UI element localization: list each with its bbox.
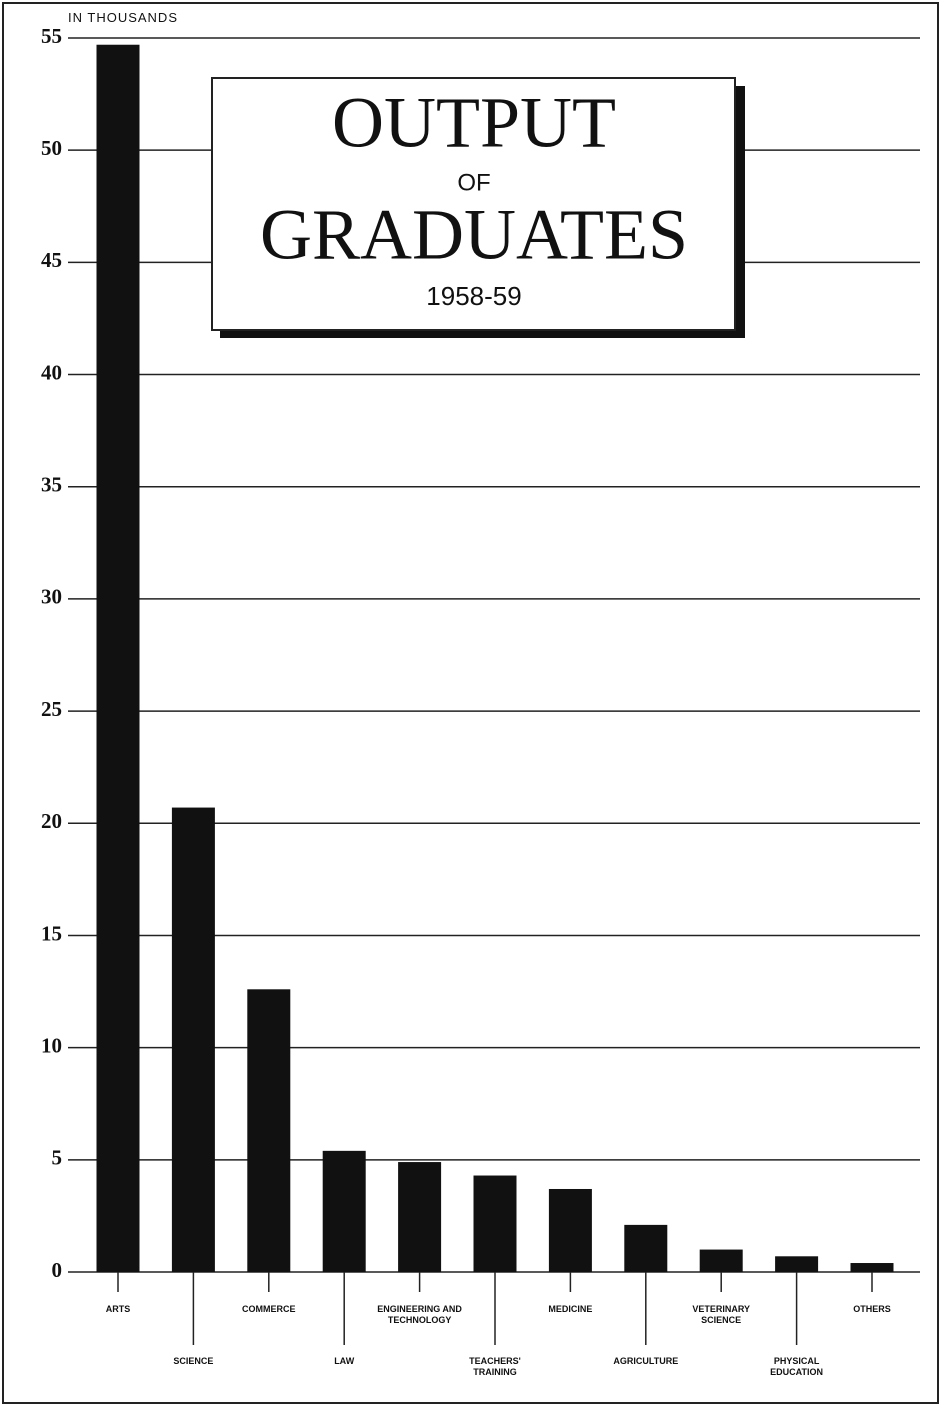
chart-title: OF xyxy=(457,169,490,196)
y-tick-label: 50 xyxy=(41,136,62,160)
y-tick-label: 10 xyxy=(41,1033,62,1057)
y-tick-label: 15 xyxy=(41,921,62,945)
y-tick-label: 25 xyxy=(41,697,62,721)
y-tick-label: 30 xyxy=(41,585,62,609)
y-tick-label: 20 xyxy=(41,809,62,833)
chart-subtitle: 1958-59 xyxy=(426,281,521,311)
bar xyxy=(775,1256,819,1272)
y-axis-label: IN THOUSANDS xyxy=(68,10,178,25)
chart-title: GRADUATES xyxy=(260,195,688,275)
bar xyxy=(247,989,291,1272)
y-tick-label: 5 xyxy=(52,1146,63,1170)
bar xyxy=(473,1175,517,1272)
x-tick-label: PHYSICAL EDUCATION xyxy=(770,1356,824,1377)
bar xyxy=(398,1162,442,1272)
bar xyxy=(850,1263,894,1272)
x-tick-label: SCIENCE xyxy=(173,1356,214,1366)
bar xyxy=(624,1224,668,1272)
bar xyxy=(699,1249,743,1272)
bar xyxy=(171,807,215,1272)
x-tick-label: TEACHERS' TRAINING xyxy=(469,1356,521,1377)
x-tick-label: COMMERCE xyxy=(242,1304,296,1314)
x-tick-label: VETERINARY SCIENCE xyxy=(692,1304,751,1325)
x-tick-label: MEDICINE xyxy=(548,1304,593,1314)
chart-title: OUTPUT xyxy=(332,83,616,163)
x-tick-label: ENGINEERING AND TECHNOLOGY xyxy=(377,1304,462,1325)
x-tick-label: ARTS xyxy=(105,1304,131,1314)
y-tick-label: 40 xyxy=(41,360,62,384)
x-tick-label: LAW xyxy=(334,1356,355,1366)
title-box xyxy=(211,77,736,331)
bar xyxy=(322,1150,366,1272)
y-tick-label: 0 xyxy=(52,1258,63,1282)
bar xyxy=(96,44,140,1272)
y-tick-label: 45 xyxy=(41,248,62,272)
bar xyxy=(548,1188,592,1272)
x-tick-label: OTHERS xyxy=(853,1304,891,1314)
x-tick-label: AGRICULTURE xyxy=(613,1356,679,1366)
y-tick-label: 35 xyxy=(41,473,62,497)
y-tick-label: 55 xyxy=(41,24,62,48)
